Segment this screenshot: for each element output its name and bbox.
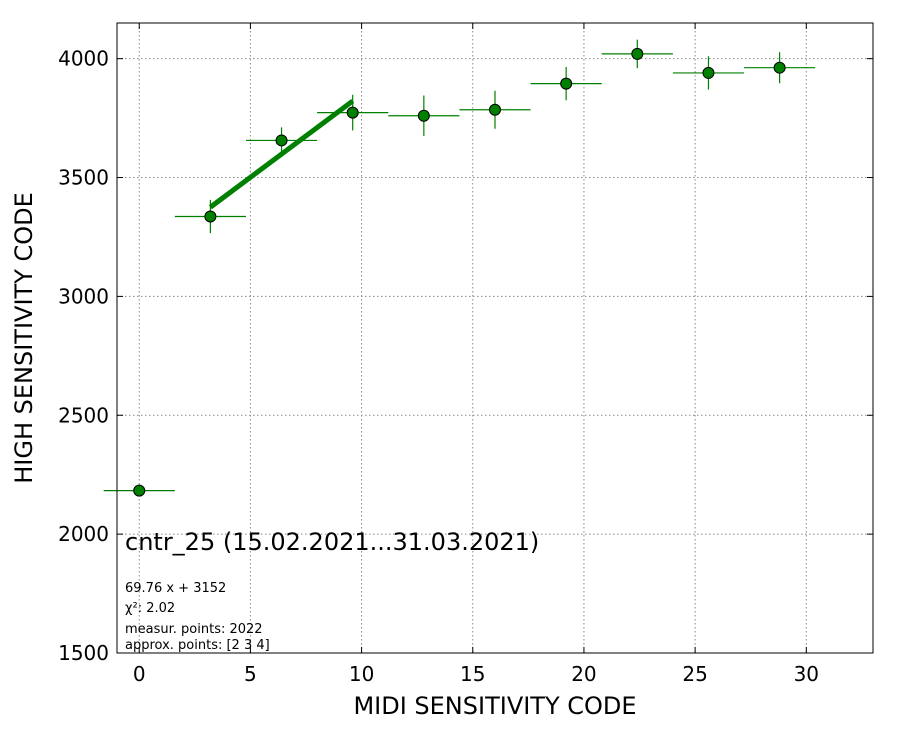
grid — [117, 23, 873, 654]
data-point — [417, 109, 430, 122]
x-tick-label: 20 — [571, 662, 596, 686]
fit-line-group — [208, 99, 355, 210]
data-point — [133, 484, 146, 497]
axes — [116, 22, 874, 654]
plot-frame — [116, 22, 874, 654]
data-series — [103, 39, 816, 497]
y-tick-label: 3000 — [58, 284, 109, 308]
annotation-line-approx: approx. points: [2 3 4] — [125, 638, 270, 653]
x-axis-title: MIDI SENSITIVITY CODE — [353, 692, 636, 720]
x-tick-label: 15 — [460, 662, 485, 686]
x-tick-label: 0 — [133, 662, 146, 686]
x-tick-label: 30 — [794, 662, 819, 686]
annotation-line-fit: 69.76 x + 3152 — [125, 581, 226, 596]
y-tick-label: 2500 — [58, 403, 109, 427]
x-tick-label: 25 — [682, 662, 707, 686]
y-tick-label: 3500 — [58, 166, 109, 190]
y-axis-title: HIGH SENSITIVITY CODE — [10, 192, 38, 484]
annotation-title: cntr_25 (15.02.2021...31.03.2021) — [125, 528, 539, 556]
data-point — [773, 61, 786, 74]
y-tick-label: 1500 — [58, 641, 109, 665]
y-tick-label: 4000 — [58, 47, 109, 71]
fit-line — [208, 99, 355, 210]
data-point — [489, 103, 501, 116]
tick-labels: 0 5 10 15 20 25 30 1500 2000 2500 3000 3500 4000 — [58, 47, 819, 686]
annotation-line-chi2: χ²: 2.02 — [125, 601, 175, 616]
data-point — [346, 106, 359, 119]
annotation-line-measur: measur. points: 2022 — [125, 622, 263, 637]
data-point — [204, 210, 217, 223]
data-point — [560, 77, 573, 90]
x-tick-label: 10 — [349, 662, 374, 686]
x-tick-label: 5 — [244, 662, 257, 686]
data-point — [275, 134, 288, 147]
y-tick-label: 2000 — [58, 522, 109, 546]
data-point — [631, 47, 644, 60]
data-point — [702, 66, 715, 79]
